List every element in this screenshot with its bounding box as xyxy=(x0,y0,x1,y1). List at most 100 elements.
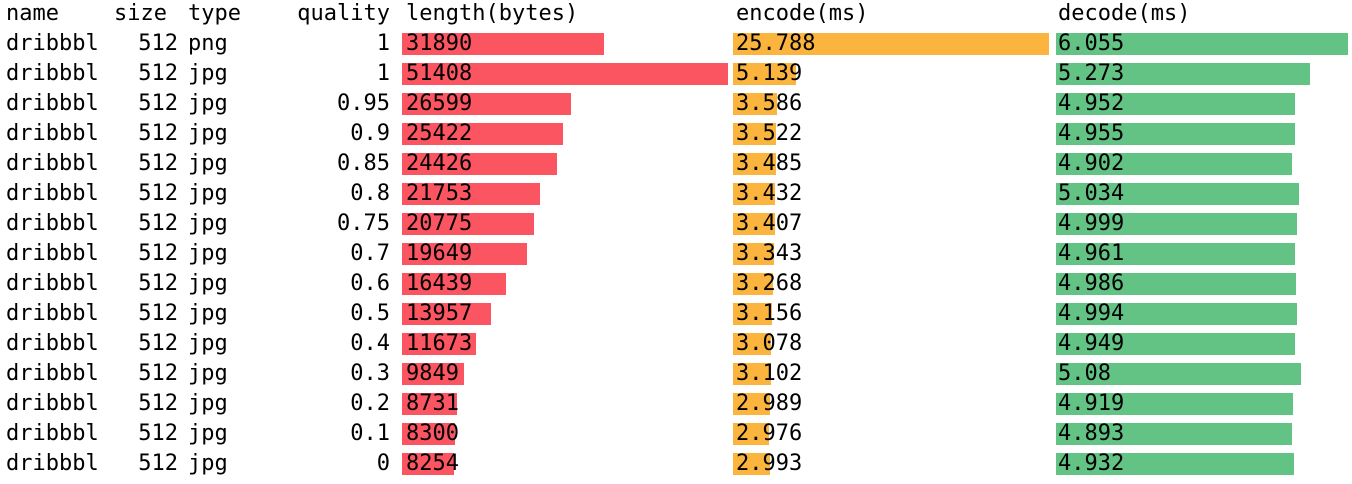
cell-type: jpg xyxy=(188,271,228,296)
cell-name: dribbbl xyxy=(6,31,99,56)
decode-bar xyxy=(1056,33,1348,55)
cell-name: dribbbl xyxy=(6,391,99,416)
encode-bar xyxy=(733,33,1049,55)
decode-bar xyxy=(1056,243,1295,265)
table-row: dribbbl 512 jpg 0.95 26599 3.586 4.952 xyxy=(0,90,1352,120)
cell-quality: 0.4 xyxy=(350,331,390,356)
cell-size: 512 xyxy=(138,271,178,296)
length-bar xyxy=(402,243,527,265)
decode-value-label: 4.955 xyxy=(1058,121,1125,146)
decode-value-label: 4.949 xyxy=(1058,331,1125,356)
cell-size: 512 xyxy=(138,391,178,416)
decode-value-label: 4.986 xyxy=(1058,271,1125,296)
cell-quality: 0.7 xyxy=(350,241,390,266)
length-value-label: 9849 xyxy=(406,361,459,386)
cell-name: dribbbl xyxy=(6,121,99,146)
encode-value-label: 3.268 xyxy=(736,271,803,296)
length-value-label: 26599 xyxy=(406,91,473,116)
header-quality: quality xyxy=(297,1,390,26)
table-row: dribbbl 512 jpg 0.2 8731 2.989 4.919 xyxy=(0,390,1352,420)
decode-value-label: 4.932 xyxy=(1058,451,1125,476)
decode-bar xyxy=(1056,183,1299,205)
cell-name: dribbbl xyxy=(6,241,99,266)
table-row: dribbbl 512 jpg 0.75 20775 3.407 4.999 xyxy=(0,210,1352,240)
length-value-label: 20775 xyxy=(406,211,473,236)
cell-quality: 0.5 xyxy=(350,301,390,326)
cell-size: 512 xyxy=(138,211,178,236)
encode-value-label: 3.485 xyxy=(736,151,803,176)
length-bar xyxy=(402,363,464,385)
decode-bar xyxy=(1056,273,1296,295)
cell-quality: 1 xyxy=(376,61,390,86)
cell-name: dribbbl xyxy=(6,451,99,476)
encode-bar xyxy=(733,213,775,235)
decode-bar xyxy=(1056,333,1295,355)
length-value-label: 19649 xyxy=(406,241,473,266)
table-row: dribbbl 512 jpg 0.6 16439 3.268 4.986 xyxy=(0,270,1352,300)
decode-value-label: 5.273 xyxy=(1058,61,1125,86)
cell-name: dribbbl xyxy=(6,421,99,446)
cell-name: dribbbl xyxy=(6,91,99,116)
cell-name: dribbbl xyxy=(6,331,99,356)
encode-value-label: 3.156 xyxy=(736,301,803,326)
cell-name: dribbbl xyxy=(6,181,99,206)
encode-bar xyxy=(733,123,776,145)
decode-value-label: 4.893 xyxy=(1058,421,1125,446)
table-row: dribbbl 512 png 1 31890 25.788 6.055 xyxy=(0,30,1352,60)
header-row: name size type quality length(bytes) enc… xyxy=(0,0,1352,30)
decode-bar xyxy=(1056,123,1295,145)
cell-type: jpg xyxy=(188,361,228,386)
length-bar xyxy=(402,273,506,295)
length-value-label: 51408 xyxy=(406,61,473,86)
encode-value-label: 3.586 xyxy=(736,91,803,116)
length-value-label: 8254 xyxy=(406,451,459,476)
table-row: dribbbl 512 jpg 0.4 11673 3.078 4.949 xyxy=(0,330,1352,360)
cell-size: 512 xyxy=(138,361,178,386)
length-bar xyxy=(402,93,571,115)
cell-quality: 0.95 xyxy=(337,91,390,116)
cell-type: jpg xyxy=(188,421,228,446)
decode-bar xyxy=(1056,453,1294,475)
encode-value-label: 3.343 xyxy=(736,241,803,266)
length-value-label: 8731 xyxy=(406,391,459,416)
cell-quality: 0.1 xyxy=(350,421,390,446)
cell-type: jpg xyxy=(188,91,228,116)
cell-size: 512 xyxy=(138,121,178,146)
cell-type: jpg xyxy=(188,301,228,326)
cell-quality: 0.2 xyxy=(350,391,390,416)
cell-name: dribbbl xyxy=(6,151,99,176)
length-bar xyxy=(402,423,455,445)
table-row: dribbbl 512 jpg 1 51408 5.139 5.273 xyxy=(0,60,1352,90)
decode-value-label: 4.952 xyxy=(1058,91,1125,116)
header-name: name xyxy=(6,1,59,26)
encode-value-label: 3.102 xyxy=(736,361,803,386)
encode-bar xyxy=(733,453,770,475)
table-row: dribbbl 512 jpg 0.8 21753 3.432 5.034 xyxy=(0,180,1352,210)
length-bar xyxy=(402,63,728,85)
cell-size: 512 xyxy=(138,241,178,266)
cell-type: jpg xyxy=(188,121,228,146)
length-bar xyxy=(402,213,534,235)
cell-size: 512 xyxy=(138,61,178,86)
cell-quality: 0.8 xyxy=(350,181,390,206)
decode-bar xyxy=(1056,423,1292,445)
length-value-label: 25422 xyxy=(406,121,473,146)
cell-type: jpg xyxy=(188,331,228,356)
encode-value-label: 2.976 xyxy=(736,421,803,446)
decode-bar xyxy=(1056,213,1297,235)
length-value-label: 11673 xyxy=(406,331,473,356)
table-row: dribbbl 512 jpg 0.5 13957 3.156 4.994 xyxy=(0,300,1352,330)
encode-value-label: 3.407 xyxy=(736,211,803,236)
length-bar xyxy=(402,393,457,415)
encode-bar xyxy=(733,93,777,115)
cell-type: png xyxy=(188,31,228,56)
cell-type: jpg xyxy=(188,391,228,416)
encode-bar xyxy=(733,303,772,325)
table-row: dribbbl 512 jpg 0 8254 2.993 4.932 xyxy=(0,450,1352,480)
encode-bar xyxy=(733,153,776,175)
cell-quality: 0.85 xyxy=(337,151,390,176)
decode-value-label: 4.902 xyxy=(1058,151,1125,176)
length-bar xyxy=(402,123,563,145)
length-value-label: 24426 xyxy=(406,151,473,176)
